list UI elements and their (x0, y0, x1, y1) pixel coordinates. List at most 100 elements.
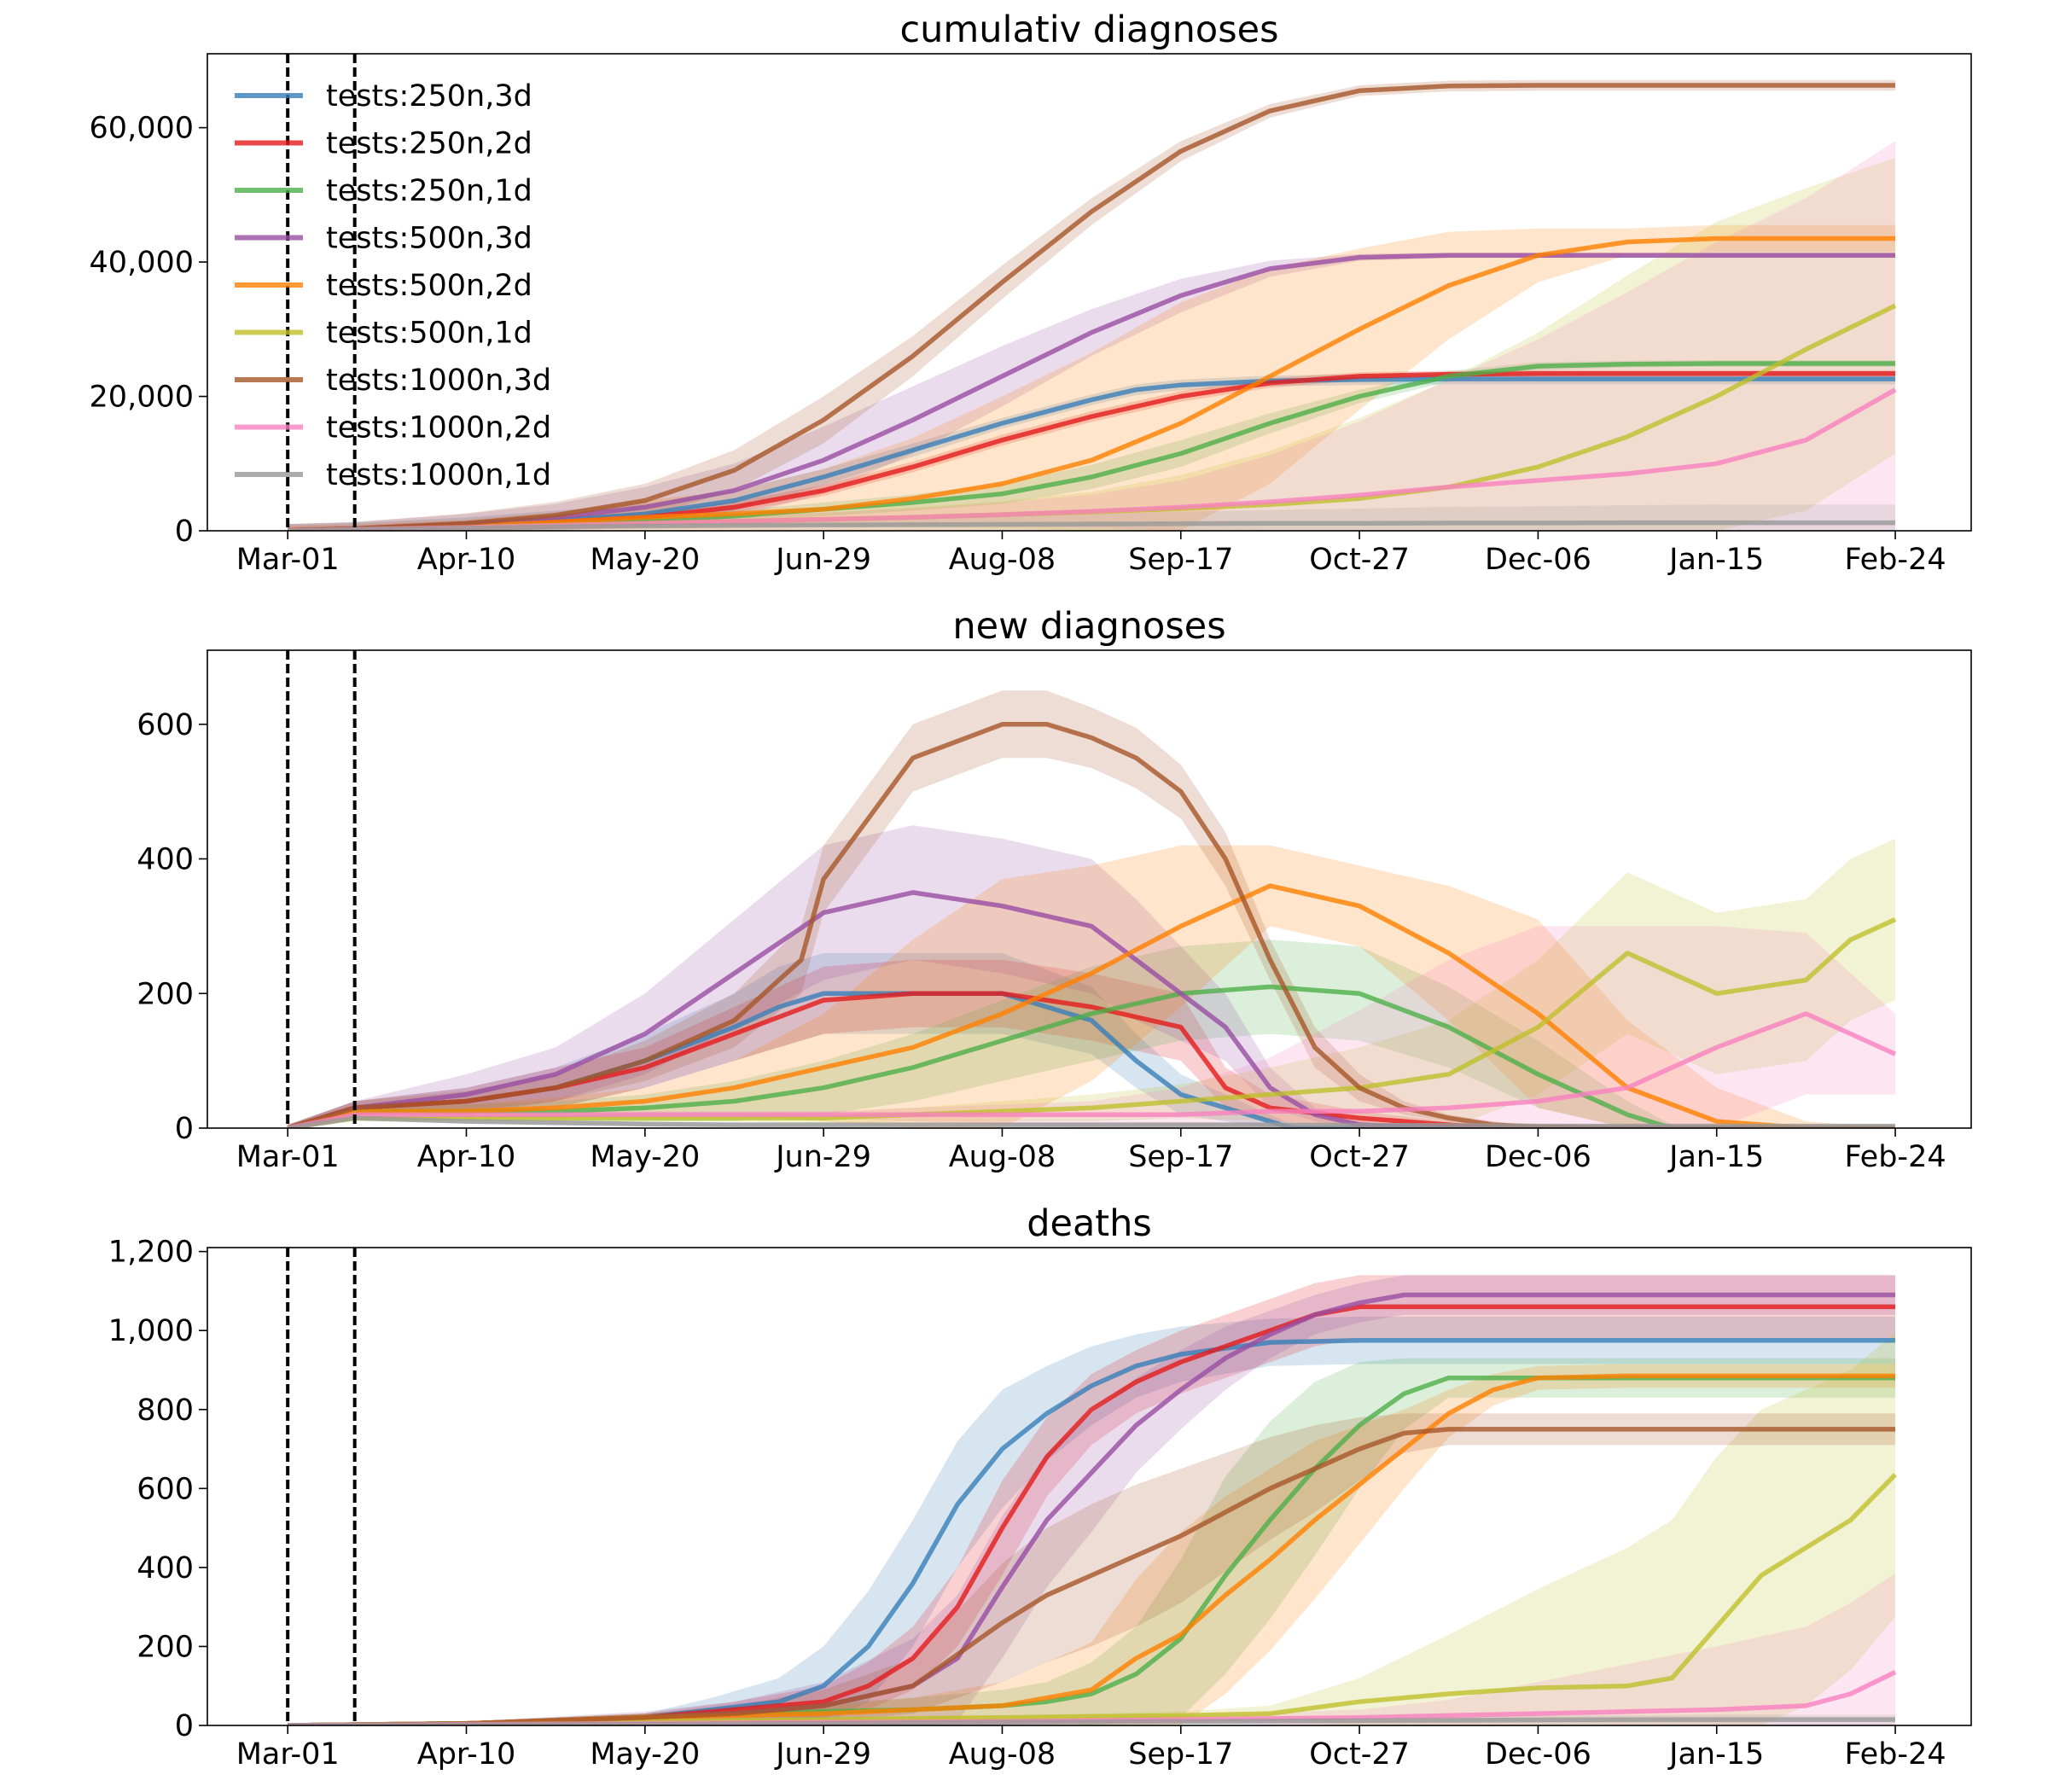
series-line (288, 1473, 1897, 1725)
x-tick-label: Sep-17 (1128, 1140, 1233, 1174)
plot-area (288, 79, 1897, 531)
x-tick-label: Apr-10 (417, 1140, 515, 1174)
legend-label: tests:1000n,3d (326, 364, 551, 398)
x-tick-label: Oct-27 (1309, 1737, 1410, 1772)
x-tick-label: Jan-15 (1667, 543, 1764, 577)
x-tick-label: Apr-10 (417, 543, 515, 577)
x-tick-label: Jan-15 (1667, 1140, 1764, 1174)
legend-label: tests:250n,2d (326, 127, 532, 161)
series-line (287, 916, 1897, 1128)
series-band (288, 952, 1896, 1128)
series-line (288, 1304, 1895, 1725)
series-band (288, 838, 1896, 1128)
y-tick-label: 0 (175, 1709, 194, 1743)
legend-label: tests:500n,1d (326, 317, 532, 351)
chart-title: new diagnoses (952, 605, 1225, 648)
y-tick-label: 1,000 (108, 1314, 194, 1348)
x-tick-label: Mar-01 (236, 1737, 340, 1772)
y-tick-label: 1,200 (108, 1236, 194, 1270)
x-tick-label: Jun-29 (774, 1140, 871, 1174)
y-tick-label: 40,000 (90, 246, 194, 280)
x-tick-label: Aug-08 (949, 543, 1056, 577)
legend-label: tests:500n,3d (326, 222, 532, 256)
x-tick-label: Aug-08 (949, 1140, 1056, 1174)
x-tick-label: Feb-24 (1844, 1737, 1946, 1772)
legend-label: tests:1000n,1d (326, 458, 551, 492)
x-tick-label: Apr-10 (417, 1737, 515, 1772)
series-band (288, 1332, 1896, 1725)
series-band (288, 373, 1896, 531)
series-band (288, 158, 1896, 531)
series-band (288, 940, 1896, 1128)
y-tick-label: 600 (137, 1472, 194, 1506)
y-tick-label: 0 (175, 515, 194, 549)
series-band (288, 141, 1896, 531)
chart-title: cumulativ diagnoses (900, 9, 1279, 51)
series-line (287, 1011, 1897, 1128)
series-line (288, 83, 1895, 531)
series-line (287, 890, 1895, 1128)
legend-label: tests:250n,1d (326, 174, 532, 208)
x-tick-label: Mar-01 (236, 1140, 340, 1174)
series-line (288, 1717, 1895, 1725)
x-tick-label: Mar-01 (236, 543, 340, 577)
series-line (288, 1373, 1895, 1725)
series-band (288, 845, 1896, 1128)
series-line (287, 984, 1895, 1128)
series-line (287, 722, 1895, 1128)
series-line (288, 520, 1895, 531)
x-tick-label: Dec-06 (1485, 1140, 1591, 1174)
series-band (288, 224, 1896, 531)
x-tick-label: Jun-29 (774, 1737, 871, 1772)
series-band (288, 1275, 1896, 1725)
y-tick-label: 200 (137, 1630, 194, 1664)
legend-label: tests:1000n,2d (326, 411, 551, 445)
y-tick-label: 600 (137, 708, 194, 742)
x-tick-label: Jun-29 (774, 543, 871, 577)
y-tick-label: 200 (137, 977, 194, 1011)
axes-frame (207, 649, 1972, 1129)
x-tick-label: Jan-15 (1667, 1737, 1764, 1772)
y-tick-label: 20,000 (90, 381, 194, 415)
chart-panel-3: deaths Mar-01 Apr-10 May-20 Jun-29 Aug-08 Sep-… (108, 1202, 1972, 1772)
series-line (287, 1115, 1895, 1128)
series-band (288, 1358, 1896, 1725)
x-tick-label: Dec-06 (1485, 543, 1591, 577)
axes-frame (207, 1247, 1972, 1726)
series-line (288, 1427, 1895, 1725)
series-band (288, 1413, 1896, 1725)
legend: tests:250n,3d tests:250n,2d tests:250n,1d t… (235, 79, 551, 492)
chart-panel-1: cumulativ diagnoses Mar-01 Apr-10 May-20 Jun… (90, 9, 1972, 577)
x-tick-label: Feb-24 (1844, 1140, 1946, 1174)
legend-label: tests:500n,2d (326, 269, 532, 303)
y-tick-label: 400 (137, 1551, 194, 1585)
y-tick-label: 60,000 (90, 112, 194, 146)
x-tick-label: Sep-17 (1128, 543, 1233, 577)
x-tick-label: May-20 (590, 543, 700, 577)
y-tick-label: 0 (175, 1112, 194, 1146)
series-band (288, 690, 1896, 1128)
x-tick-label: Oct-27 (1309, 1140, 1410, 1174)
x-tick-label: Sep-17 (1128, 1737, 1233, 1772)
plot-area (287, 690, 1897, 1128)
y-tick-label: 800 (137, 1393, 194, 1428)
x-tick-label: Aug-08 (949, 1737, 1056, 1772)
x-tick-label: Oct-27 (1309, 543, 1410, 577)
plot-area (288, 1275, 1897, 1725)
chart-panel-2: new diagnoses Mar-01 Apr-10 May-20 Jun-29 Aug… (137, 605, 1972, 1174)
y-tick-label: 400 (137, 843, 194, 877)
x-tick-label: May-20 (590, 1140, 700, 1174)
legend-label: tests:250n,3d (326, 79, 532, 113)
series-band (288, 1364, 1896, 1725)
series-band (288, 1275, 1896, 1725)
series-band (288, 825, 1896, 1128)
x-tick-label: Dec-06 (1485, 1737, 1591, 1772)
chart-title: deaths (1027, 1202, 1152, 1245)
x-tick-label: May-20 (590, 1737, 700, 1772)
axes-frame (207, 53, 1972, 532)
series-line (288, 236, 1895, 531)
series-band (288, 1317, 1896, 1725)
series-band (288, 926, 1896, 1128)
x-tick-label: Feb-24 (1844, 543, 1946, 577)
